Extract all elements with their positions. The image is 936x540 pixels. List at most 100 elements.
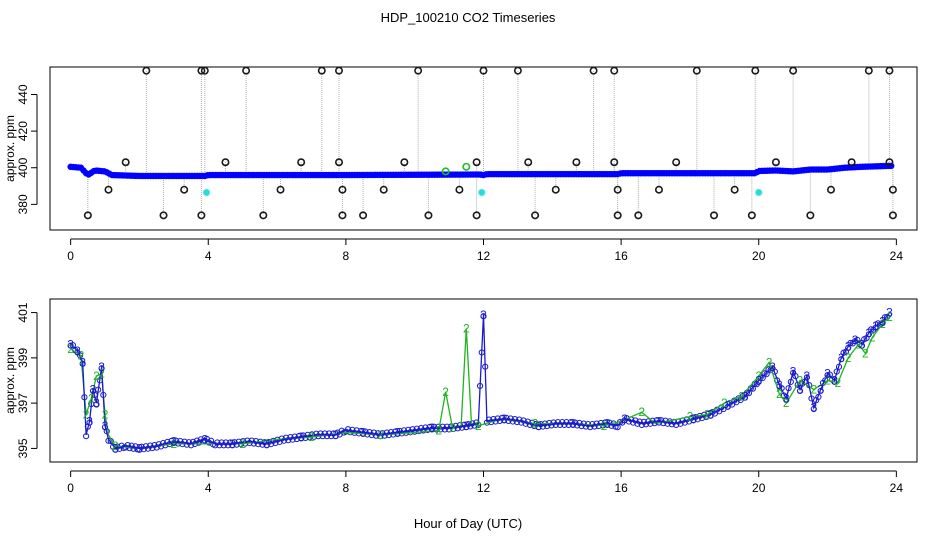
outlier-point [751, 67, 760, 75]
series-2-label: 2 [638, 405, 645, 419]
series-3-label: 3 [201, 432, 208, 446]
outlier-point [847, 158, 856, 167]
series-2-label: 2 [308, 430, 315, 444]
outlier-point [121, 158, 130, 167]
x-tick-label: 16 [614, 481, 628, 495]
series-2-label: 2 [171, 437, 178, 451]
series-3-label: 3 [879, 315, 886, 329]
series-3-label: 3 [102, 419, 109, 433]
series-3-label: 3 [831, 374, 838, 388]
series-2-label: 2 [78, 349, 85, 363]
data-point [845, 344, 852, 351]
series-3-label: 3 [360, 426, 367, 440]
series-3-label: 3 [707, 407, 714, 421]
x-tick-label: 8 [343, 249, 350, 263]
series-3-label: 3 [93, 396, 100, 410]
series-2-label: 2 [879, 317, 886, 331]
series-3-label: 3 [67, 337, 74, 351]
series-2-label: 2 [93, 369, 100, 383]
series-3-label: 3 [790, 364, 797, 378]
outlier-point [692, 67, 701, 75]
flag-point-green [441, 167, 450, 176]
series-3-label: 3 [570, 417, 577, 431]
series-2-label: 2 [67, 342, 74, 356]
y-tick-label: 440 [16, 84, 30, 104]
series-2-label: 2 [102, 407, 109, 421]
x-tick-label: 20 [752, 249, 766, 263]
series-2-line [70, 316, 890, 450]
series-3-label: 3 [817, 383, 824, 397]
y-tick-label: 400 [16, 157, 30, 177]
outlier-point [589, 67, 598, 75]
outlier-point [771, 158, 780, 167]
series-3-label: 3 [74, 344, 81, 358]
x-tick-label: 0 [67, 249, 74, 263]
series-3-label: 3 [604, 417, 611, 431]
y-tick-label: 399 [16, 348, 30, 368]
series-3-label: 3 [394, 426, 401, 440]
series-3-label: 3 [298, 430, 305, 444]
outlier-point [610, 67, 619, 75]
flag-point-cyan [202, 188, 211, 197]
outlier-point [710, 211, 719, 220]
series-3-label: 3 [263, 437, 270, 451]
outlier-point [259, 211, 268, 220]
series-3-label: 3 [79, 355, 86, 369]
x-tick-label: 4 [205, 481, 212, 495]
flag-point-green [462, 162, 471, 171]
series-2-label: 2 [776, 387, 783, 401]
flag-point-cyan [755, 188, 763, 197]
series-2-label: 2 [845, 351, 852, 365]
y-axis-label: approx. ppm [3, 115, 17, 182]
outlier-point [672, 158, 681, 167]
series-3-label: 3 [112, 441, 119, 455]
plot-area [67, 67, 897, 220]
series-3-label: 3 [838, 351, 845, 365]
outlier-point [424, 211, 433, 220]
outlier-point [531, 211, 540, 220]
outlier-point [472, 211, 481, 220]
outlier-point [634, 211, 643, 220]
y-tick-label: 420 [16, 121, 30, 141]
outlier-point [338, 185, 347, 194]
outlier-point [524, 158, 533, 167]
series-3-label: 3 [859, 337, 866, 351]
data-point [67, 342, 74, 349]
outlier-point [806, 211, 815, 220]
series-2-label: 2 [810, 383, 817, 397]
series-2-label: 2 [601, 419, 608, 433]
data-point [463, 424, 470, 431]
outlier-point [221, 158, 230, 167]
data-point [865, 331, 872, 338]
top-panel: 0 4 8 12 16 20 24 380 400 420 440 approx. ppm [3, 66, 918, 263]
series-2-label: 2 [862, 346, 869, 360]
series-2-label: 2 [687, 410, 694, 424]
outlier-point [572, 158, 581, 167]
series-3-label: 3 [171, 435, 178, 449]
data-point [467, 423, 474, 430]
outlier-point [864, 67, 873, 75]
series-2-label: 2 [83, 407, 90, 421]
outlier-point [334, 158, 343, 167]
series-3-label: 3 [535, 419, 542, 433]
outlier-point [83, 211, 92, 220]
series-2-label: 2 [797, 374, 804, 388]
series-2-label: 2 [738, 389, 745, 403]
data-point [128, 442, 135, 449]
outlier-point [613, 185, 622, 194]
data-point [187, 442, 195, 449]
series-2-label: 2 [783, 396, 790, 410]
series-3-label: 3 [755, 374, 762, 388]
outlier-point [747, 211, 756, 220]
series-3-label: 3 [621, 412, 628, 426]
outlier-point [654, 185, 663, 194]
outlier-point [276, 185, 285, 194]
outlier-point [379, 185, 388, 194]
x-axis-label: Hour of Day (UTC) [414, 516, 522, 531]
outlier-point [730, 185, 739, 194]
outlier-point [359, 211, 368, 220]
series-3-label: 3 [501, 412, 508, 426]
y-tick-label: 395 [16, 438, 30, 458]
outlier-point [479, 67, 488, 75]
